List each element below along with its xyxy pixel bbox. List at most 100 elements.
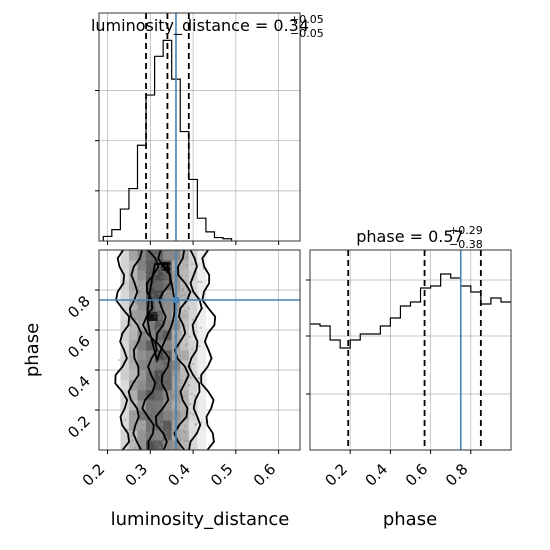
density-cell: [137, 370, 147, 381]
density-cell: [137, 380, 147, 391]
scatter-point: [173, 373, 176, 376]
scatter-point: [179, 330, 182, 334]
scatter-point: [183, 424, 187, 427]
density-cell: [120, 320, 130, 331]
scatter-point: [177, 446, 180, 450]
density-cell: [180, 340, 190, 351]
scatter-point: [154, 273, 157, 276]
density-cell: [146, 250, 155, 261]
scatter-point: [153, 284, 156, 287]
scatter-point: [147, 269, 150, 272]
density-cell: [163, 320, 173, 331]
scatter-point: [165, 398, 168, 401]
density-cell: [154, 430, 164, 441]
phase-title-median: 0.57: [428, 227, 464, 246]
scatter-point: [154, 254, 158, 257]
joint-truth-lines: [99, 250, 300, 450]
scatter-point: [185, 264, 188, 267]
scatter-point: [158, 317, 161, 320]
density-cell: [137, 360, 147, 371]
scatter-point: [127, 395, 130, 399]
joint-xtick-label-4: 0.6: [250, 460, 280, 490]
phase-title-plus: +0.29: [449, 224, 483, 237]
density-cell: [197, 360, 207, 371]
density-cell: [120, 360, 130, 371]
scatter-point: [168, 363, 172, 366]
scatter-point: [190, 377, 193, 380]
scatter-point: [131, 439, 134, 442]
scatter-point: [145, 381, 149, 385]
scatter-point: [158, 292, 161, 296]
scatter-point: [161, 392, 164, 396]
density-cell: [146, 430, 155, 441]
density-cell: [197, 440, 207, 450]
lumdist-title: luminosity_distance = 0.34: [91, 16, 309, 36]
density-cell: [154, 400, 164, 411]
scatter-point: [139, 371, 142, 374]
scatter-point: [170, 371, 174, 374]
scatter-point: [181, 315, 184, 318]
density-cell: [180, 420, 190, 431]
scatter-point: [171, 397, 174, 401]
scatter-point: [150, 388, 153, 391]
scatter-point: [142, 345, 146, 348]
scatter-point: [141, 392, 144, 395]
scatter-point: [171, 297, 174, 300]
density-cell: [163, 430, 173, 441]
phase-hist-ticks: 0.2 0.4 0.6 0.8: [306, 279, 472, 490]
scatter-point: [145, 273, 149, 276]
scatter-point: [138, 315, 141, 318]
density-cell: [188, 310, 198, 321]
density-cell: [146, 420, 155, 431]
contour-line-2: [141, 250, 160, 450]
scatter-point: [162, 417, 165, 421]
joint-truth-point: [172, 297, 179, 303]
scatter-point: [182, 288, 185, 291]
scatter-point: [144, 264, 147, 267]
scatter-point: [126, 428, 129, 431]
scatter-point: [170, 295, 174, 298]
scatter-point: [141, 399, 144, 402]
density-cell: [137, 300, 147, 311]
scatter-point: [172, 408, 176, 411]
density-cell: [120, 280, 130, 291]
density-cell: [180, 440, 190, 450]
phase-xtick-label-1: 0.4: [362, 460, 392, 490]
scatter-point: [149, 411, 152, 414]
scatter-point: [156, 432, 159, 435]
phase-hist-grid: [310, 250, 511, 450]
scatter-point: [185, 255, 188, 258]
scatter-point: [170, 433, 173, 436]
density-cell: [137, 260, 147, 271]
scatter-point: [161, 441, 164, 444]
phase-hist-panel: 0.2 0.4 0.6 0.8 phase = 0.57 +0.29 −0.38 ph…: [306, 224, 512, 530]
density-cell: [137, 350, 147, 361]
density-cell: [128, 360, 138, 371]
scatter-point: [162, 297, 165, 300]
density-cell: [188, 340, 198, 351]
scatter-point: [194, 423, 197, 426]
joint-ytick-label-1: 0.4: [64, 372, 94, 402]
scatter-point: [171, 428, 175, 431]
scatter-point: [165, 436, 168, 439]
scatter-point: [153, 335, 156, 338]
density-cell: [154, 380, 164, 391]
density-cell: [128, 260, 138, 271]
joint-ytick-label-2: 0.6: [64, 332, 94, 362]
scatter-point: [177, 370, 181, 373]
scatter-point: [151, 368, 154, 371]
scatter-point: [152, 334, 155, 337]
scatter-point: [172, 388, 175, 392]
scatter-point: [185, 439, 188, 442]
scatter-point: [153, 357, 156, 360]
density-cell: [154, 420, 164, 431]
scatter-point: [168, 253, 171, 256]
scatter-point: [143, 251, 146, 254]
scatter-point: [179, 333, 183, 336]
density-cell: [188, 430, 198, 441]
scatter-point: [180, 379, 183, 382]
scatter-point: [181, 287, 185, 290]
scatter-point: [138, 283, 142, 286]
scatter-point: [156, 311, 159, 314]
density-cell: [197, 310, 207, 321]
